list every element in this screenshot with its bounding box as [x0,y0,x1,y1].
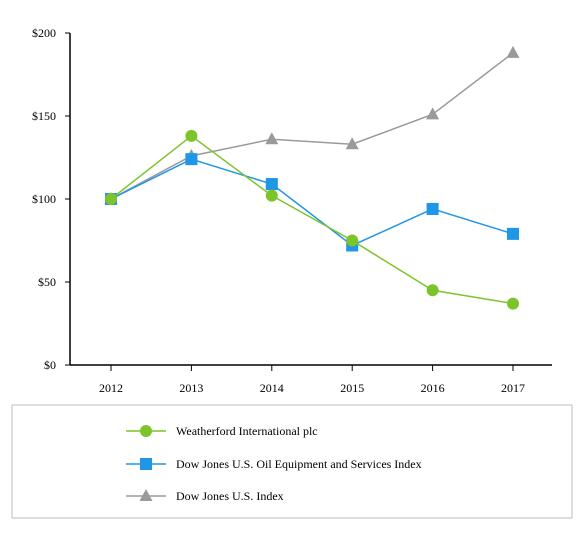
series-line [110,52,514,200]
y-tick-label: $50 [38,275,56,289]
axes [69,33,552,366]
legend-label: Dow Jones U.S. Index [176,489,284,503]
legend: Weatherford International plc Dow Jones U… [11,404,573,519]
data-point [506,45,520,58]
series-circle [105,129,519,310]
x-tick-label: 2015 [340,381,364,395]
data-point [426,202,439,215]
data-point [265,178,278,191]
data-point [265,189,278,202]
data-point [345,137,359,150]
legend-item: Weatherford International plc [126,424,318,438]
legend-swatch-marker [140,425,152,437]
x-tick-label: 2013 [179,381,203,395]
data-point [507,297,519,310]
y-tick-label: $100 [32,192,56,206]
data-point [426,107,440,120]
data-point [185,153,198,166]
x-ticks: 2012 2013 2014 2015 2016 2017 [99,365,525,395]
series-triangle [104,45,520,204]
legend-label: Dow Jones U.S. Oil Equipment and Service… [176,457,422,471]
data-point [265,132,279,145]
x-tick-label: 2017 [501,381,525,395]
data-point [185,129,198,142]
y-tick-label: $200 [32,26,56,40]
legend-swatch-marker [140,458,152,470]
series-line [110,134,514,305]
x-tick-label: 2016 [421,381,445,395]
data-point [507,227,519,240]
legend-swatch-marker [139,489,153,501]
y-ticks: $0 $50 $100 $150 $200 [32,26,70,372]
series-layer [104,45,520,310]
data-point [426,284,439,297]
y-tick-label: $150 [32,109,56,123]
legend-item: Dow Jones U.S. Oil Equipment and Service… [126,457,422,471]
x-tick-label: 2014 [260,381,284,395]
legend-label: Weatherford International plc [176,424,318,438]
x-tick-label: 2012 [99,381,123,395]
data-point [346,234,359,247]
data-point [105,193,117,205]
series-line [110,158,514,247]
series-square [105,153,519,252]
legend-item: Dow Jones U.S. Index [126,489,284,503]
legend-box [11,404,573,519]
y-tick-label: $0 [44,358,56,372]
